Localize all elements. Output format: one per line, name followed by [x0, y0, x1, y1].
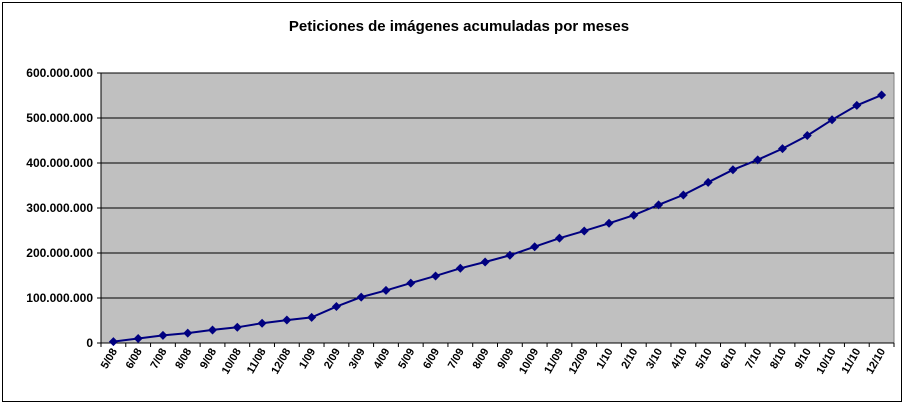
- x-tick-label: 4/10: [669, 347, 690, 372]
- data-point-marker: [455, 263, 465, 273]
- data-point-marker: [158, 330, 168, 340]
- data-point-marker: [108, 337, 118, 347]
- data-point-marker: [208, 325, 218, 335]
- data-point-marker: [257, 318, 267, 328]
- x-tick-label: 8/08: [173, 347, 194, 372]
- data-point-marker: [629, 210, 639, 220]
- x-tick-label: 12/10: [864, 347, 888, 377]
- x-tick-label: 9/10: [793, 347, 814, 372]
- data-point-marker: [703, 177, 713, 187]
- x-tick-label: 4/09: [371, 347, 392, 372]
- y-tick-label: 300.000.000: [26, 201, 93, 215]
- x-tick-label: 12/09: [567, 347, 591, 377]
- x-tick-label: 9/09: [495, 347, 516, 372]
- data-point-marker: [728, 165, 738, 175]
- x-tick-label: 5/09: [396, 347, 417, 372]
- data-point-marker: [827, 115, 837, 125]
- data-point-marker: [480, 257, 490, 267]
- x-tick-label: 5/08: [99, 347, 120, 372]
- data-point-marker: [406, 278, 416, 288]
- chart-title: Peticiones de imágenes acumuladas por me…: [289, 18, 629, 35]
- data-point-marker: [802, 131, 812, 141]
- line-chart: Peticiones de imágenes acumuladas por me…: [26, 18, 895, 377]
- x-tick-label: 10/08: [220, 347, 244, 377]
- data-point-marker: [530, 242, 540, 252]
- y-tick-label: 500.000.000: [26, 111, 93, 125]
- data-point-marker: [654, 200, 664, 210]
- y-tick-label: 600.000.000: [26, 66, 93, 80]
- data-point-marker: [431, 271, 441, 281]
- x-tick-label: 10/09: [517, 347, 541, 377]
- x-tick-label: 8/10: [768, 347, 789, 372]
- data-point-marker: [678, 190, 688, 200]
- x-tick-label: 8/09: [471, 347, 492, 372]
- data-point-marker: [604, 218, 614, 228]
- x-tick-label: 11/10: [840, 347, 864, 376]
- data-point-marker: [282, 315, 292, 325]
- x-tick-label: 2/10: [619, 347, 640, 372]
- x-tick-label: 7/09: [446, 347, 467, 372]
- data-point-marker: [554, 233, 564, 243]
- data-point-marker: [133, 334, 143, 343]
- y-tick-label: 0: [86, 336, 93, 350]
- y-tick-label: 400.000.000: [26, 156, 93, 170]
- data-point-marker: [183, 328, 193, 338]
- y-axis-tick-labels: 0 100.000.000 200.000.000 300.000.000 400.00…: [26, 66, 101, 350]
- x-tick-label: 3/09: [347, 347, 368, 372]
- x-tick-label: 6/08: [124, 347, 145, 372]
- x-tick-label: 12/08: [269, 347, 293, 377]
- x-tick-label: 10/10: [814, 347, 838, 377]
- gridlines: [101, 72, 894, 299]
- data-point-marker: [356, 292, 366, 302]
- data-point-marker: [331, 302, 341, 312]
- x-axis-tick-labels: 5/08 6/08 7/08 8/08 9/08 10/08 11/08 12/08 1/09 2…: [99, 343, 895, 377]
- series-line-group: [108, 90, 887, 347]
- data-point-marker: [753, 155, 763, 165]
- data-point-marker: [505, 250, 515, 260]
- x-tick-label: 11/09: [542, 347, 566, 376]
- y-tick-label: 100.000.000: [26, 291, 93, 305]
- data-point-marker: [852, 100, 862, 110]
- data-point-marker: [232, 322, 242, 332]
- data-point-marker: [579, 226, 589, 236]
- y-tick-label: 200.000.000: [26, 246, 93, 260]
- x-tick-label: 1/10: [595, 347, 616, 372]
- series-line: [113, 94, 882, 343]
- data-point-marker: [307, 312, 317, 322]
- chart-frame: Peticiones de imágenes acumuladas por me…: [2, 2, 902, 402]
- x-tick-label: 3/10: [644, 347, 665, 372]
- data-point-marker: [381, 285, 391, 295]
- x-tick-label: 11/08: [245, 347, 269, 376]
- x-tick-label: 9/08: [198, 347, 219, 372]
- x-tick-label: 1/09: [297, 347, 318, 372]
- x-tick-label: 7/08: [148, 347, 169, 372]
- x-tick-label: 6/09: [421, 347, 442, 372]
- data-point-marker: [777, 144, 787, 154]
- x-tick-label: 5/10: [694, 347, 715, 372]
- x-tick-label: 6/10: [718, 347, 739, 372]
- x-tick-label: 7/10: [743, 347, 764, 372]
- x-tick-label: 2/09: [322, 347, 343, 372]
- data-point-marker: [877, 90, 887, 100]
